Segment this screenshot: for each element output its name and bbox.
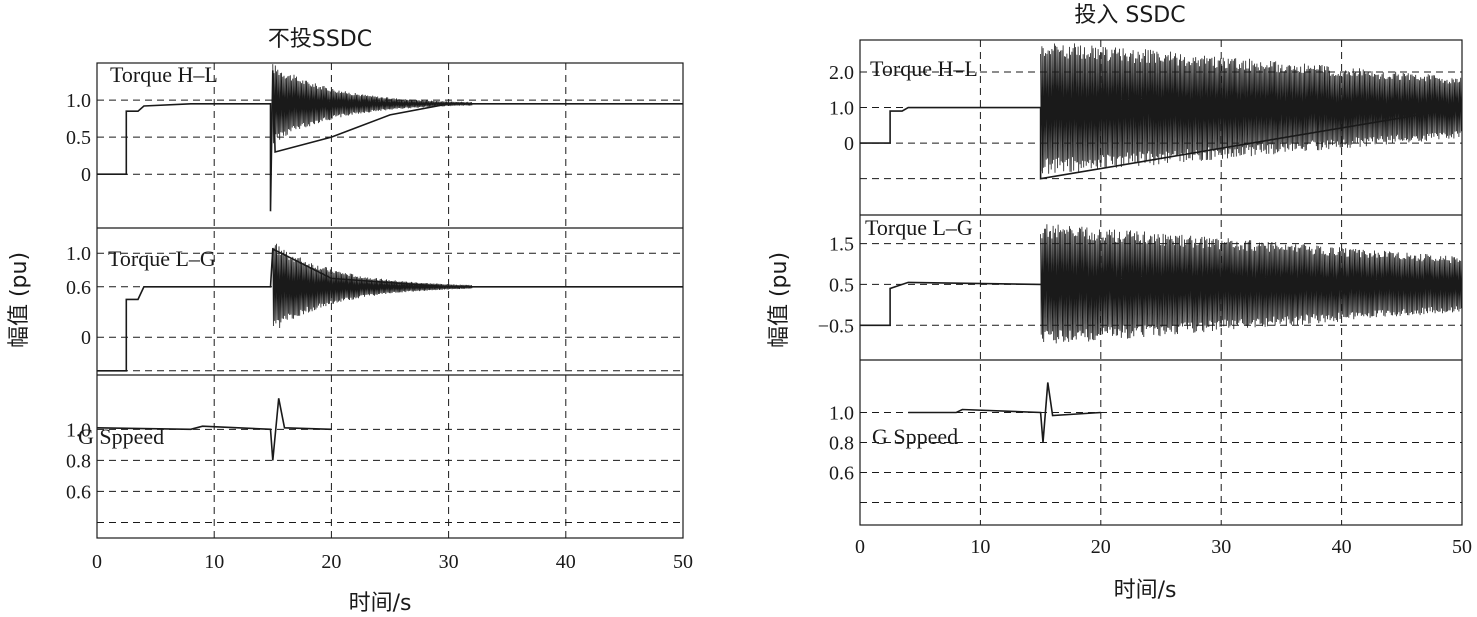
panel-0: 2.0 1.0 0 Torque H–L (829, 43, 1463, 180)
x-tick-label: 10 (204, 551, 224, 573)
y-axis-label: 幅值 (pu) (7, 252, 32, 348)
y-tick-label: 1.0 (829, 403, 854, 425)
y-tick-label: 0.6 (66, 481, 91, 503)
chart-title: 投入 SSDC (1074, 3, 1185, 28)
panel-2: 1.00.80.6G Sppeed (66, 374, 683, 523)
panel-label: Torque L–G (108, 246, 216, 271)
plot-frame (96, 62, 684, 539)
panel-label: G Sppeed (872, 424, 958, 449)
panel-label: Torque H–L (110, 62, 218, 87)
y-tick-label: 0.6 (66, 277, 91, 299)
oscillation-band (1040, 224, 1463, 344)
x-tick-label: 30 (1211, 536, 1231, 558)
x-tick-label: 20 (1091, 536, 1111, 558)
y-tick-label: 1.5 (829, 234, 854, 256)
oscillation-band (272, 64, 473, 144)
y-tick-label: 0.5 (829, 274, 854, 296)
series-line (860, 106, 1463, 180)
x-axis-label: 时间/s (1114, 578, 1177, 603)
y-tick-label: −0.5 (818, 315, 854, 337)
y-tick-label: 1.0 (66, 243, 91, 265)
x-tick-label: 50 (673, 551, 693, 573)
chart-title: 不投SSDC (268, 27, 372, 52)
y-tick-label: 0 (81, 164, 91, 186)
x-tick-label: 40 (556, 551, 576, 573)
y-axis-label: 幅值 (pu) (767, 252, 792, 348)
y-tick-label: 1.0 (66, 90, 91, 112)
series-line (96, 398, 332, 461)
x-axis-label: 时间/s (349, 591, 412, 616)
y-tick-label: 1.0 (829, 98, 854, 120)
y-tick-label: 0.8 (829, 433, 854, 455)
panel-1: 1.0 0.6 0 Torque L–G (66, 227, 683, 372)
panel-0: 1.0 0.5 0 Torque H–L (66, 62, 683, 212)
y-tick-label: 0.5 (66, 127, 91, 149)
y-tick-label: 0.8 (66, 450, 91, 472)
y-tick-label: 0 (844, 133, 854, 155)
y-tick-label: 0 (81, 327, 91, 349)
x-tick-label: 10 (970, 536, 990, 558)
panel-2: 1.0 0.8 0.6 G Sppeed (829, 359, 1462, 503)
chart-0: 不投SSDC 时间/s 幅值 (pu) 0 10 20 30 40 50 1.0 0.5 0 Torqu… (7, 27, 693, 616)
x-tick-label: 20 (321, 551, 341, 573)
series-line (97, 70, 683, 212)
x-tick-label: 0 (855, 536, 865, 558)
oscillation-band (1040, 43, 1463, 174)
x-tick-label: 30 (439, 551, 459, 573)
x-tick-label: 0 (92, 551, 102, 573)
y-tick-label: 2.0 (829, 62, 854, 84)
x-tick-label: 50 (1452, 536, 1472, 558)
x-tick-label: 40 (1332, 536, 1352, 558)
panel-label: Torque H–L (870, 56, 978, 81)
chart-1: 投入 SSDC 时间/s 幅值 (pu) 0 10 20 30 40 50 2.0 1.0 0 Torq… (767, 3, 1472, 603)
panel-1: 1.5 0.5 −0.5 Torque L–G (818, 214, 1463, 344)
oscillation-band (272, 243, 473, 329)
series-line (908, 382, 1101, 443)
panel-label: Torque L–G (865, 215, 973, 240)
y-tick-label: 0.6 (829, 463, 854, 485)
y-tick-label: 1.0 (66, 419, 91, 441)
